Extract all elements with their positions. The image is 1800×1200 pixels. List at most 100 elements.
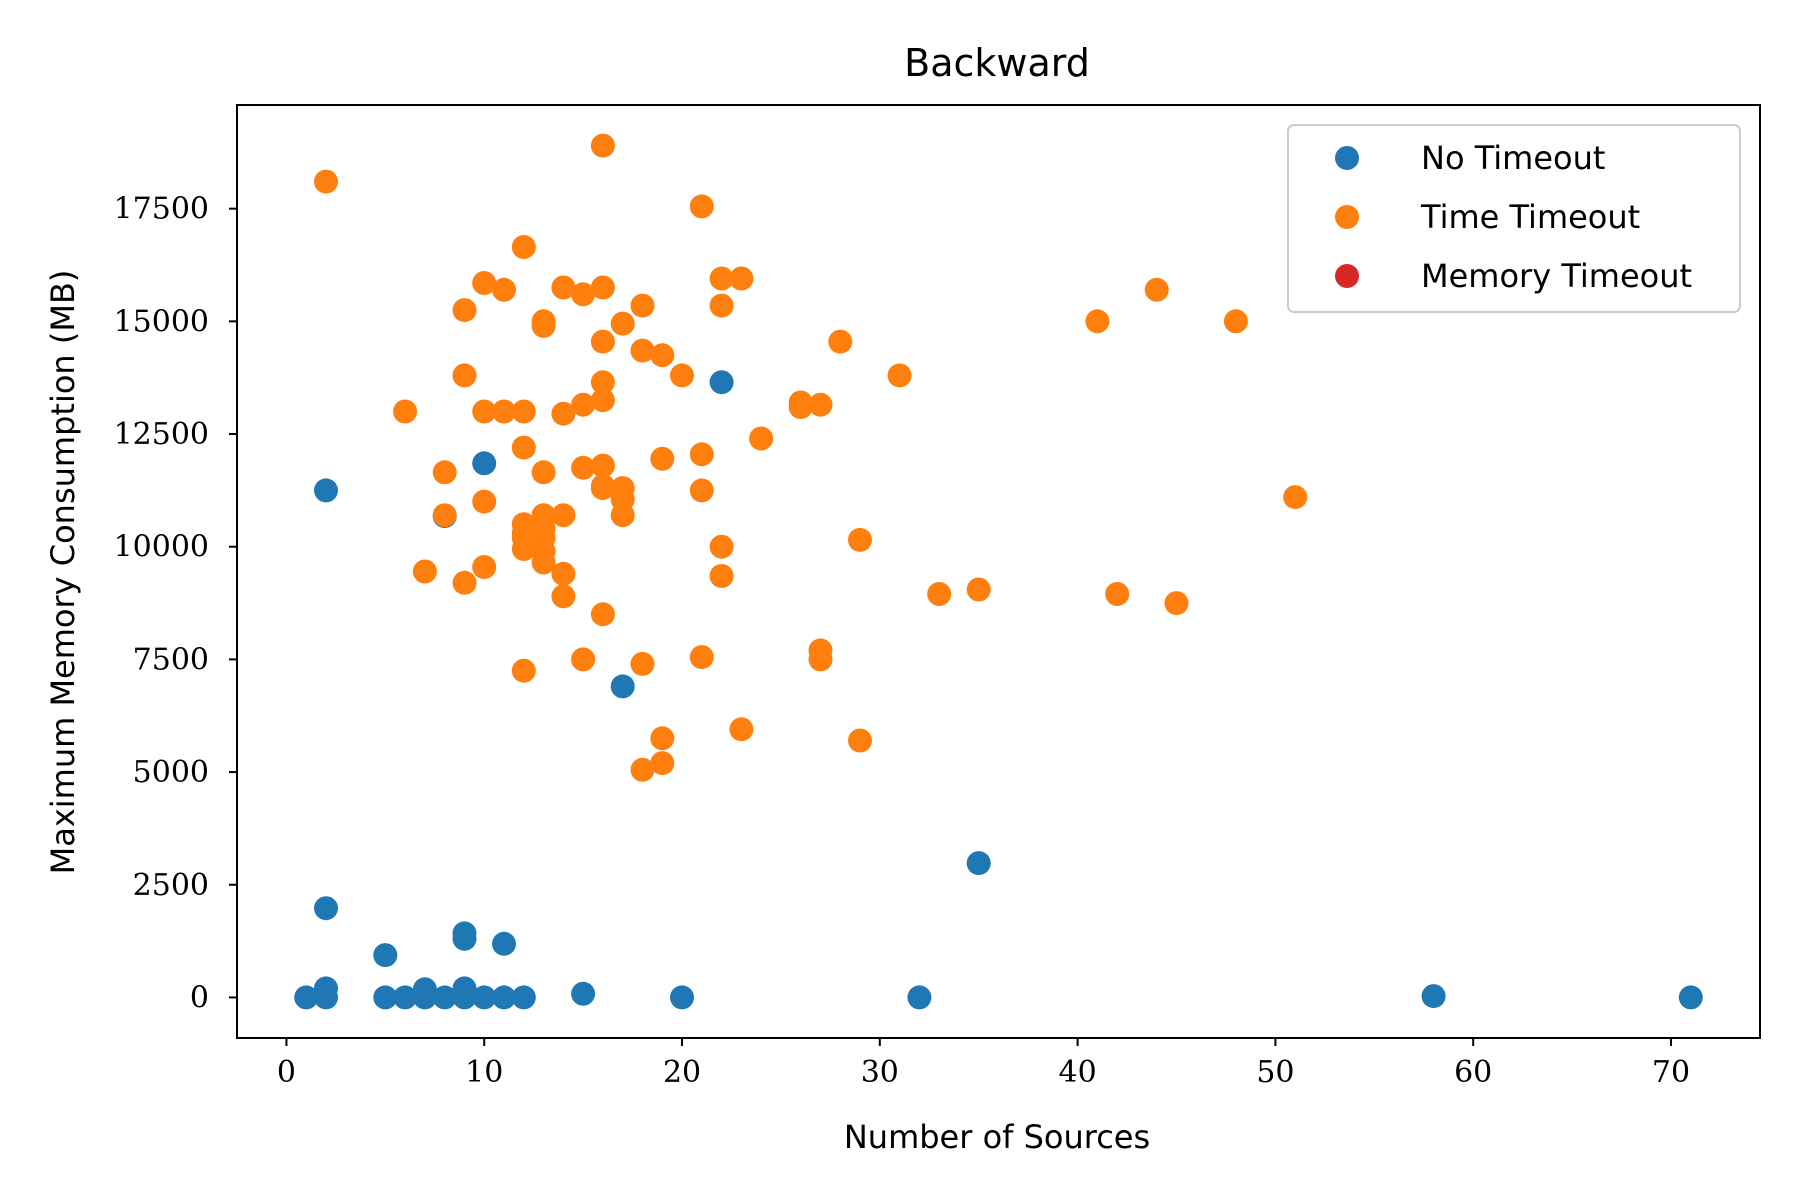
point-no-timeout: [610, 674, 635, 699]
point-time-timeout: [511, 235, 536, 259]
point-time-timeout: [452, 298, 477, 323]
point-time-timeout: [709, 266, 734, 291]
point-time-timeout: [1085, 309, 1110, 334]
point-time-timeout: [650, 343, 675, 368]
y-tick-label: 0: [190, 980, 209, 1015]
point-time-timeout: [492, 277, 516, 302]
point-no-timeout: [452, 976, 477, 1001]
point-time-timeout: [808, 392, 833, 417]
point-time-timeout: [729, 266, 754, 291]
point-time-timeout: [650, 751, 675, 776]
point-time-timeout: [511, 658, 536, 683]
point-no-timeout: [393, 985, 418, 1010]
point-no-timeout: [373, 985, 398, 1010]
point-time-timeout: [610, 311, 635, 336]
point-no-timeout: [472, 985, 497, 1010]
point-time-timeout: [472, 271, 497, 295]
point-time-timeout: [531, 460, 556, 485]
point-time-timeout: [1164, 591, 1189, 616]
y-axis: 0 2500 5000 7500 10000 12500 15000 17500: [114, 192, 237, 1015]
point-time-timeout: [848, 527, 872, 552]
point-no-timeout: [314, 976, 338, 1001]
point-time-timeout: [927, 582, 952, 606]
point-time-timeout: [828, 329, 853, 354]
point-no-timeout: [709, 370, 734, 395]
point-time-timeout: [749, 426, 774, 451]
point-time-timeout: [571, 647, 596, 672]
legend-label: No Timeout: [1421, 139, 1605, 177]
x-tick-label: 50: [1256, 1055, 1294, 1090]
point-time-timeout: [689, 442, 714, 467]
point-time-timeout: [314, 169, 338, 194]
point-time-timeout: [590, 275, 615, 300]
point-no-timeout: [511, 985, 536, 1010]
point-time-timeout: [571, 392, 596, 417]
point-no-timeout: [432, 985, 457, 1010]
point-time-timeout: [650, 726, 675, 751]
point-no-timeout: [314, 896, 338, 921]
point-time-timeout: [689, 478, 714, 503]
y-tick-label: 10000: [114, 530, 209, 565]
point-time-timeout: [1105, 582, 1130, 606]
legend-box: [1287, 124, 1741, 313]
point-time-timeout: [452, 363, 477, 388]
point-time-timeout: [511, 521, 536, 546]
point-time-timeout: [452, 570, 477, 595]
legend: No Timeout Time Timeout Memory Timeout: [1287, 124, 1741, 313]
point-time-timeout: [689, 194, 714, 219]
point-time-timeout: [590, 133, 615, 158]
point-no-timeout: [492, 985, 516, 1010]
point-time-timeout: [551, 561, 576, 586]
y-tick-label: 5000: [133, 755, 209, 790]
point-no-timeout: [452, 921, 477, 946]
point-time-timeout: [610, 476, 635, 501]
point-no-timeout: [670, 985, 694, 1010]
legend-marker: [1335, 264, 1359, 288]
point-time-timeout: [590, 602, 615, 627]
point-time-timeout: [788, 390, 813, 415]
point-time-timeout: [412, 559, 437, 584]
point-time-timeout: [551, 401, 576, 426]
x-tick-label: 0: [277, 1055, 296, 1090]
point-time-timeout: [590, 473, 615, 498]
x-tick-label: 20: [663, 1055, 701, 1090]
point-time-timeout: [887, 363, 912, 388]
y-tick-label: 15000: [114, 304, 209, 339]
point-time-timeout: [1283, 485, 1308, 510]
point-no-timeout: [966, 851, 991, 876]
point-time-timeout: [393, 399, 418, 424]
point-no-timeout: [571, 981, 596, 1006]
point-time-timeout: [590, 329, 615, 354]
point-time-timeout: [551, 275, 576, 300]
point-time-timeout: [531, 309, 556, 334]
point-time-timeout: [492, 399, 516, 424]
point-time-timeout: [650, 446, 675, 471]
point-time-timeout: [966, 577, 991, 602]
chart-title: Backward: [904, 41, 1090, 85]
point-time-timeout: [472, 555, 497, 579]
point-time-timeout: [511, 399, 536, 424]
point-time-timeout: [551, 584, 576, 609]
point-no-timeout: [373, 943, 398, 968]
point-time-timeout: [511, 435, 536, 460]
y-tick-label: 17500: [114, 192, 209, 227]
point-time-timeout: [531, 503, 556, 528]
point-time-timeout: [472, 489, 497, 514]
x-tick-label: 10: [465, 1055, 503, 1090]
point-no-timeout: [492, 931, 516, 956]
legend-label: Memory Timeout: [1421, 257, 1692, 295]
x-tick-label: 40: [1059, 1055, 1097, 1090]
point-time-timeout: [630, 338, 655, 363]
point-time-timeout: [590, 388, 615, 413]
y-tick-label: 2500: [133, 868, 209, 903]
point-time-timeout: [670, 363, 694, 388]
legend-marker: [1335, 146, 1359, 170]
point-time-timeout: [1223, 309, 1248, 334]
point-time-timeout: [551, 503, 576, 528]
plot-frame: [236, 104, 1761, 1039]
point-time-timeout: [709, 534, 734, 559]
point-no-timeout: [1421, 984, 1446, 1009]
point-time-timeout: [848, 728, 872, 753]
x-axis: 0 10 20 30 40 50 60 70: [277, 1038, 1690, 1090]
